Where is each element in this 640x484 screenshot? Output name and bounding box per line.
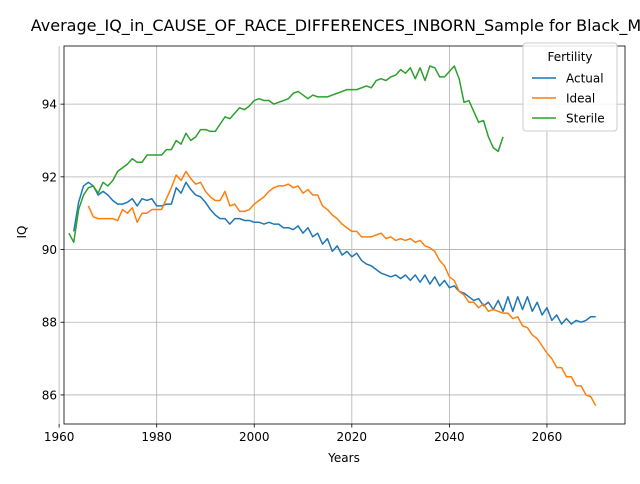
series-lines bbox=[68, 65, 597, 407]
legend-box bbox=[522, 42, 618, 132]
series-line-sterile bbox=[68, 65, 504, 244]
y-tick-label: 94 bbox=[42, 98, 57, 112]
series-line-actual bbox=[73, 181, 596, 325]
x-tick-label: 2040 bbox=[434, 430, 465, 444]
y-tick-label: 88 bbox=[42, 316, 57, 330]
plot-frame bbox=[63, 45, 626, 425]
legend-label-actual: Actual bbox=[566, 72, 604, 86]
x-tick-label: 1960 bbox=[44, 430, 75, 444]
y-tick-label: 86 bbox=[42, 388, 57, 402]
legend-label-ideal: Ideal bbox=[566, 92, 595, 106]
legend-title: Fertility bbox=[547, 50, 592, 64]
y-tick-label: 92 bbox=[42, 170, 57, 184]
legend-items: Actual Ideal Sterile bbox=[532, 72, 605, 126]
chart-title: Average_IQ_in_CAUSE_OF_RACE_DIFFERENCES_… bbox=[31, 16, 640, 36]
legend-label-sterile: Sterile bbox=[566, 112, 605, 126]
x-axis-label: Years bbox=[327, 451, 360, 465]
legend: Fertility Actual Ideal Sterile bbox=[522, 42, 618, 132]
series-line-ideal bbox=[87, 170, 597, 407]
x-tick-label: 1980 bbox=[141, 430, 172, 444]
x-axis-ticks: 1960 1980 2000 2020 2040 2060 bbox=[44, 424, 562, 444]
y-axis-ticks: 86 88 90 92 94 bbox=[42, 98, 64, 402]
y-tick-label: 90 bbox=[42, 243, 57, 257]
x-tick-label: 2000 bbox=[239, 430, 270, 444]
y-axis-label: IQ bbox=[15, 226, 29, 239]
x-tick-label: 2060 bbox=[532, 430, 563, 444]
x-tick-label: 2020 bbox=[337, 430, 368, 444]
